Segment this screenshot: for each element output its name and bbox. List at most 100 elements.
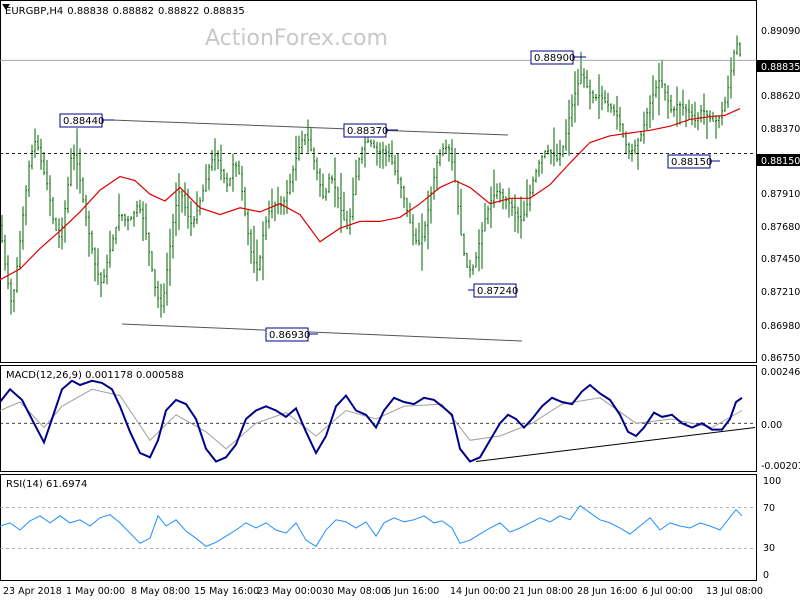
price-bar	[352, 177, 354, 221]
price-bar	[616, 95, 618, 130]
price-bar	[685, 103, 687, 128]
price-bar	[265, 216, 267, 240]
price-bar	[106, 254, 108, 285]
price-bar	[508, 187, 510, 218]
price-bar	[70, 148, 72, 187]
price-bar	[208, 164, 210, 191]
rsi-tick: 100	[763, 476, 781, 487]
price-bar	[415, 228, 417, 245]
price-bar	[478, 229, 480, 272]
price-bar	[607, 92, 609, 113]
price-bar	[583, 68, 585, 88]
price-bar	[202, 184, 204, 202]
price-bar	[13, 289, 15, 313]
time-tick: 13 Jul 08:00	[706, 586, 763, 597]
price-bar	[43, 152, 45, 176]
price-tick: 0.87210	[761, 287, 800, 298]
price-bar	[289, 173, 291, 195]
price-bar	[394, 155, 396, 176]
level-price-box	[757, 154, 800, 166]
price-bar	[571, 94, 573, 127]
price-bar	[46, 160, 48, 191]
rsi-title: RSI(14) 61.6974	[6, 479, 87, 490]
price-bar	[373, 139, 375, 149]
price-bar	[292, 165, 294, 193]
current-price-label: 0.88835	[761, 62, 800, 73]
time-tick: 6 Jun 16:00	[385, 586, 439, 597]
price-bar	[112, 234, 114, 252]
annotation-label: 0.87240	[477, 286, 518, 297]
price-bar	[472, 264, 474, 275]
price-bar	[574, 71, 576, 123]
price-bar	[49, 175, 51, 217]
price-tick: 0.87450	[761, 254, 800, 265]
price-bar	[541, 155, 543, 174]
price-bar	[430, 186, 432, 224]
price-bar	[604, 90, 606, 104]
price-bar	[124, 213, 126, 227]
price-bar	[334, 157, 336, 208]
price-bar	[115, 226, 117, 245]
price-bar	[82, 177, 84, 203]
price-bar	[592, 90, 594, 104]
annotation-label: 0.88900	[534, 53, 575, 64]
price-bar	[259, 255, 261, 271]
channel-upper-line	[111, 119, 509, 136]
price-bar	[376, 141, 378, 166]
time-tick: 21 Jun 08:00	[513, 586, 573, 597]
price-bar	[184, 182, 186, 216]
price-bar	[40, 138, 42, 170]
macd-trend-line	[475, 427, 756, 462]
price-bar	[730, 57, 732, 99]
price-bar	[235, 161, 237, 177]
price-bar	[661, 59, 663, 89]
price-bar	[355, 159, 357, 196]
price-bar	[622, 123, 624, 138]
price-bar	[691, 103, 693, 126]
price-bar	[532, 176, 534, 196]
time-tick: 23 Apr 2018	[3, 586, 62, 597]
price-bar	[688, 99, 690, 120]
price-bar	[670, 94, 672, 113]
price-bar	[370, 139, 372, 147]
price-bar	[301, 130, 303, 155]
rsi-line	[0, 504, 743, 548]
price-bar	[496, 183, 498, 200]
time-tick: 15 May 16:00	[194, 586, 259, 597]
price-bar	[262, 221, 264, 281]
price-bar	[79, 148, 81, 194]
price-bar	[442, 143, 444, 157]
price-bar	[703, 93, 705, 125]
price-bar	[451, 139, 453, 171]
price-bar	[19, 230, 21, 270]
price-bar	[7, 255, 9, 290]
time-axis: 23 Apr 2018 1 May 00:00 8 May 08:00 15 M…	[3, 586, 763, 597]
price-bar	[568, 99, 570, 156]
price-bar	[94, 247, 96, 282]
price-bar	[232, 153, 234, 192]
price-bar	[142, 201, 144, 241]
price-bar	[226, 172, 228, 193]
annotation-88900: 0.88900	[530, 50, 586, 65]
price-bar	[343, 191, 345, 221]
price-bar	[517, 206, 519, 234]
time-tick: 1 May 00:00	[66, 586, 125, 597]
price-bar	[154, 269, 156, 297]
price-bar	[706, 110, 708, 139]
price-bar	[559, 139, 561, 166]
price-bar	[4, 234, 6, 271]
price-bar	[88, 210, 90, 257]
time-tick: 14 Jun 00:00	[450, 586, 510, 597]
price-bar	[628, 142, 630, 159]
rsi-axis: 100 70 30 0	[763, 476, 781, 581]
price-bar	[295, 135, 297, 181]
price-bar	[634, 139, 636, 155]
price-bar	[214, 138, 216, 171]
price-bar	[340, 173, 342, 233]
price-bar	[655, 80, 657, 98]
ohlc-low: 0.88822	[158, 6, 199, 17]
macd-tick: 0.00	[761, 420, 782, 431]
price-bar	[268, 200, 270, 229]
price-bar	[229, 177, 231, 187]
